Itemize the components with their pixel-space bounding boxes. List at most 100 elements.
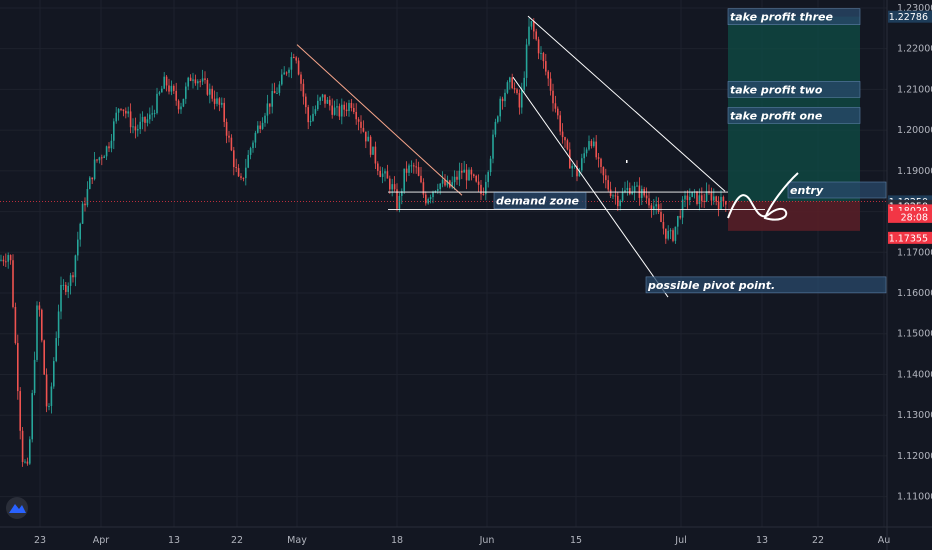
- candle-body: [324, 94, 326, 104]
- candle-body: [62, 284, 65, 286]
- candle-body: [705, 191, 708, 202]
- candle-body: [276, 92, 278, 94]
- candle-body: [201, 78, 204, 82]
- candle-body: [259, 125, 261, 129]
- candle-body: [677, 216, 679, 227]
- candle-body: [377, 163, 379, 171]
- annotation-box[interactable]: [787, 181, 887, 199]
- candle-body: [357, 119, 360, 122]
- candle-body: [326, 99, 329, 104]
- candle-body: [177, 100, 180, 110]
- annotation-label: take profit three: [730, 11, 833, 24]
- trendline[interactable]: [512, 76, 669, 298]
- candle-body: [235, 167, 237, 169]
- candle-body: [415, 166, 417, 168]
- candle-body: [101, 157, 103, 159]
- candle-body: [41, 309, 43, 341]
- candle-body: [535, 31, 537, 40]
- candle-body: [511, 77, 513, 89]
- candle-body: [561, 131, 564, 138]
- candle-body: [81, 203, 84, 224]
- candle-body: [314, 109, 317, 114]
- candle-body: [429, 197, 432, 200]
- candle-body: [26, 461, 29, 464]
- candle-body: [93, 159, 96, 180]
- candle-body: [374, 146, 377, 164]
- candle-body: [69, 275, 72, 286]
- candle-body: [72, 275, 74, 278]
- candle-body: [482, 194, 485, 196]
- candle-body: [319, 97, 321, 101]
- candle-body: [341, 104, 343, 117]
- candle-body: [305, 96, 307, 108]
- annotation-box[interactable]: [727, 8, 861, 25]
- candle-body: [549, 78, 552, 91]
- candle-body: [206, 79, 209, 95]
- y-tick-label: 1.22000: [897, 44, 932, 55]
- candle-body: [624, 190, 626, 193]
- candle-body: [595, 141, 597, 158]
- candle-body: [540, 53, 542, 55]
- candle-body: [509, 77, 511, 83]
- candle-body: [134, 126, 137, 131]
- hand-drawn-curve[interactable]: [727, 172, 799, 221]
- candle-body: [285, 72, 288, 74]
- candle-body: [365, 131, 367, 142]
- candle-body: [221, 102, 223, 105]
- candle-body: [67, 285, 69, 292]
- candle-body: [545, 61, 547, 72]
- candle-body: [597, 157, 600, 159]
- annotation-box[interactable]: [645, 276, 887, 294]
- candle-body: [530, 21, 533, 27]
- candle-body: [105, 146, 108, 157]
- candle-body: [468, 169, 470, 181]
- candle-body: [518, 93, 521, 108]
- candle-body: [228, 135, 230, 138]
- candle-body: [619, 200, 621, 207]
- candle-body: [21, 430, 24, 462]
- candle-body: [7, 255, 9, 262]
- candle-body: [55, 338, 57, 362]
- annotation-box[interactable]: [493, 192, 587, 209]
- candle-body: [312, 113, 314, 121]
- candle-body: [674, 226, 677, 241]
- candle-body: [559, 115, 561, 132]
- candle-body: [391, 184, 393, 190]
- candle-body: [14, 306, 17, 344]
- annotation-box[interactable]: [727, 81, 861, 98]
- candle-body: [338, 106, 341, 117]
- candle-body: [91, 177, 93, 180]
- annotation-label: demand zone: [496, 195, 580, 208]
- candle-body: [132, 126, 134, 128]
- candle-body: [612, 195, 614, 197]
- candle-body: [669, 230, 672, 232]
- annotation-box[interactable]: [727, 107, 861, 124]
- candle-body: [571, 165, 573, 169]
- candle-body: [463, 169, 465, 173]
- x-tick-label: 18: [391, 535, 403, 546]
- candle-body: [446, 180, 449, 186]
- candle-body: [96, 159, 98, 161]
- trendline[interactable]: [296, 44, 463, 196]
- candle-body: [117, 108, 120, 113]
- candle-body: [401, 191, 403, 196]
- candle-body: [672, 230, 674, 241]
- candle-body: [501, 98, 504, 102]
- candle-body: [473, 174, 475, 176]
- candle-body: [79, 223, 81, 240]
- candle-body: [45, 374, 48, 407]
- trendline[interactable]: [527, 15, 726, 192]
- candle-body: [602, 166, 605, 176]
- candle-body: [372, 146, 374, 155]
- candle-body: [194, 79, 197, 84]
- candle-body: [475, 175, 477, 182]
- candle-body: [173, 85, 175, 91]
- candle-body: [43, 340, 45, 375]
- candle-body: [57, 311, 60, 339]
- candle-body: [583, 153, 585, 159]
- price-tag-label: 1.22786: [889, 12, 928, 23]
- candle-body: [458, 170, 461, 180]
- candle-body: [89, 177, 91, 189]
